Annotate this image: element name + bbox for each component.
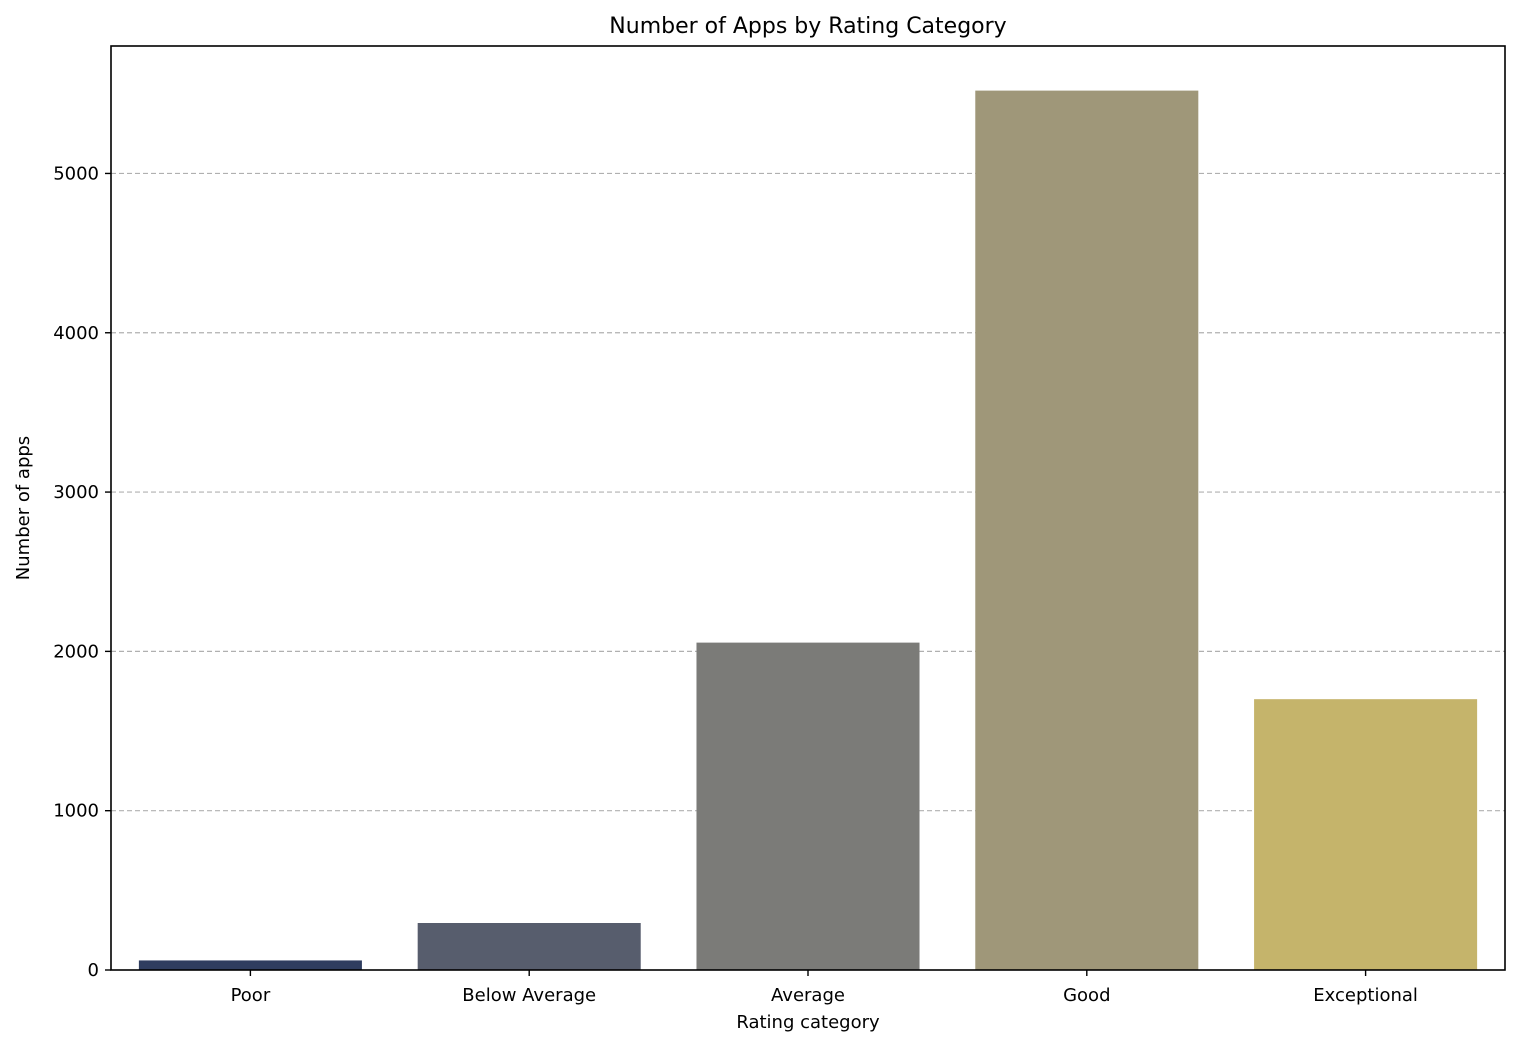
bar-average [696, 642, 920, 970]
bars-layer [138, 90, 1478, 971]
bar-good [975, 90, 1199, 971]
y-tick-label: 2000 [53, 641, 99, 662]
x-axis-label: Rating category [736, 1012, 880, 1033]
y-tick-label: 5000 [53, 163, 99, 184]
y-tick-label: 4000 [53, 323, 99, 344]
y-axis: 0 1000 2000 3000 4000 5000 [53, 163, 111, 981]
x-tick-label: Below Average [462, 985, 596, 1006]
x-axis: Poor Below Average Average Good Exceptional [231, 970, 1418, 1006]
x-tick-label: Good [1063, 985, 1110, 1006]
bar-exceptional [1254, 699, 1478, 970]
bar-below-average [417, 923, 641, 970]
x-tick-label: Poor [231, 985, 271, 1006]
y-tick-label: 3000 [53, 482, 99, 503]
chart-title: Number of Apps by Rating Category [609, 14, 1006, 39]
y-tick-label: 0 [88, 960, 99, 981]
x-tick-label: Average [771, 985, 845, 1006]
bar-poor [138, 960, 362, 970]
x-tick-label: Exceptional [1313, 985, 1418, 1006]
y-axis-label: Number of apps [13, 436, 34, 580]
y-tick-label: 1000 [53, 801, 99, 822]
